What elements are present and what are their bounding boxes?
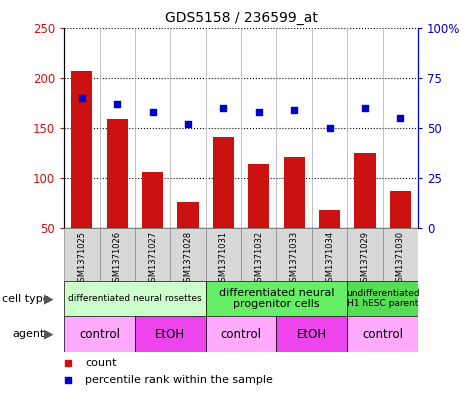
Text: percentile rank within the sample: percentile rank within the sample [86,375,273,385]
Text: undifferentiated
H1 hESC parent: undifferentiated H1 hESC parent [346,289,419,309]
Point [397,114,404,121]
Point [78,94,86,101]
Bar [177,202,199,228]
Text: ▶: ▶ [44,327,53,341]
Point [290,107,298,113]
Bar [312,228,347,281]
Text: GSM1371034: GSM1371034 [325,231,334,287]
Point [114,101,121,107]
Bar [390,191,411,228]
Point [269,127,277,133]
Point [219,105,227,111]
Text: EtOH: EtOH [155,327,185,341]
Bar [99,228,135,281]
Bar [213,137,234,228]
Bar [319,210,340,228]
Point [269,288,277,294]
Text: control: control [79,327,120,341]
Bar [135,228,171,281]
Bar [276,228,312,281]
Text: GSM1371029: GSM1371029 [361,231,370,286]
Bar [206,228,241,281]
Bar [276,316,347,352]
Point [326,125,333,131]
Point [149,108,156,115]
Text: EtOH: EtOH [297,327,327,341]
Text: GSM1371032: GSM1371032 [254,231,263,287]
Point [184,121,192,127]
Bar [248,164,269,228]
Bar [347,281,418,316]
Bar [284,157,305,228]
Text: differentiated neural rosettes: differentiated neural rosettes [68,294,202,303]
Bar [206,281,347,316]
Point [255,108,263,115]
Bar [383,228,418,281]
Bar [142,172,163,228]
Text: GSM1371026: GSM1371026 [113,231,122,287]
Text: control: control [220,327,262,341]
Bar [170,228,206,281]
Bar [106,119,128,228]
Text: cell type: cell type [2,294,50,304]
Bar [347,316,418,352]
Bar [241,228,276,281]
Point [361,105,369,111]
Text: agent: agent [12,329,45,339]
Bar [206,316,276,352]
Text: count: count [86,358,117,367]
Bar [354,153,376,228]
Text: control: control [362,327,403,341]
Text: ▶: ▶ [44,292,53,305]
Text: GSM1371031: GSM1371031 [219,231,228,287]
Text: GSM1371028: GSM1371028 [183,231,192,287]
Bar [135,316,206,352]
Text: GSM1371027: GSM1371027 [148,231,157,287]
Bar [64,228,100,281]
Text: GSM1371025: GSM1371025 [77,231,86,286]
Text: GSM1371033: GSM1371033 [290,231,299,287]
Title: GDS5158 / 236599_at: GDS5158 / 236599_at [165,11,317,25]
Bar [347,228,383,281]
Bar [64,316,135,352]
Bar [71,71,93,228]
Bar [64,281,206,316]
Text: GSM1371030: GSM1371030 [396,231,405,287]
Text: differentiated neural
progenitor cells: differentiated neural progenitor cells [218,288,334,309]
